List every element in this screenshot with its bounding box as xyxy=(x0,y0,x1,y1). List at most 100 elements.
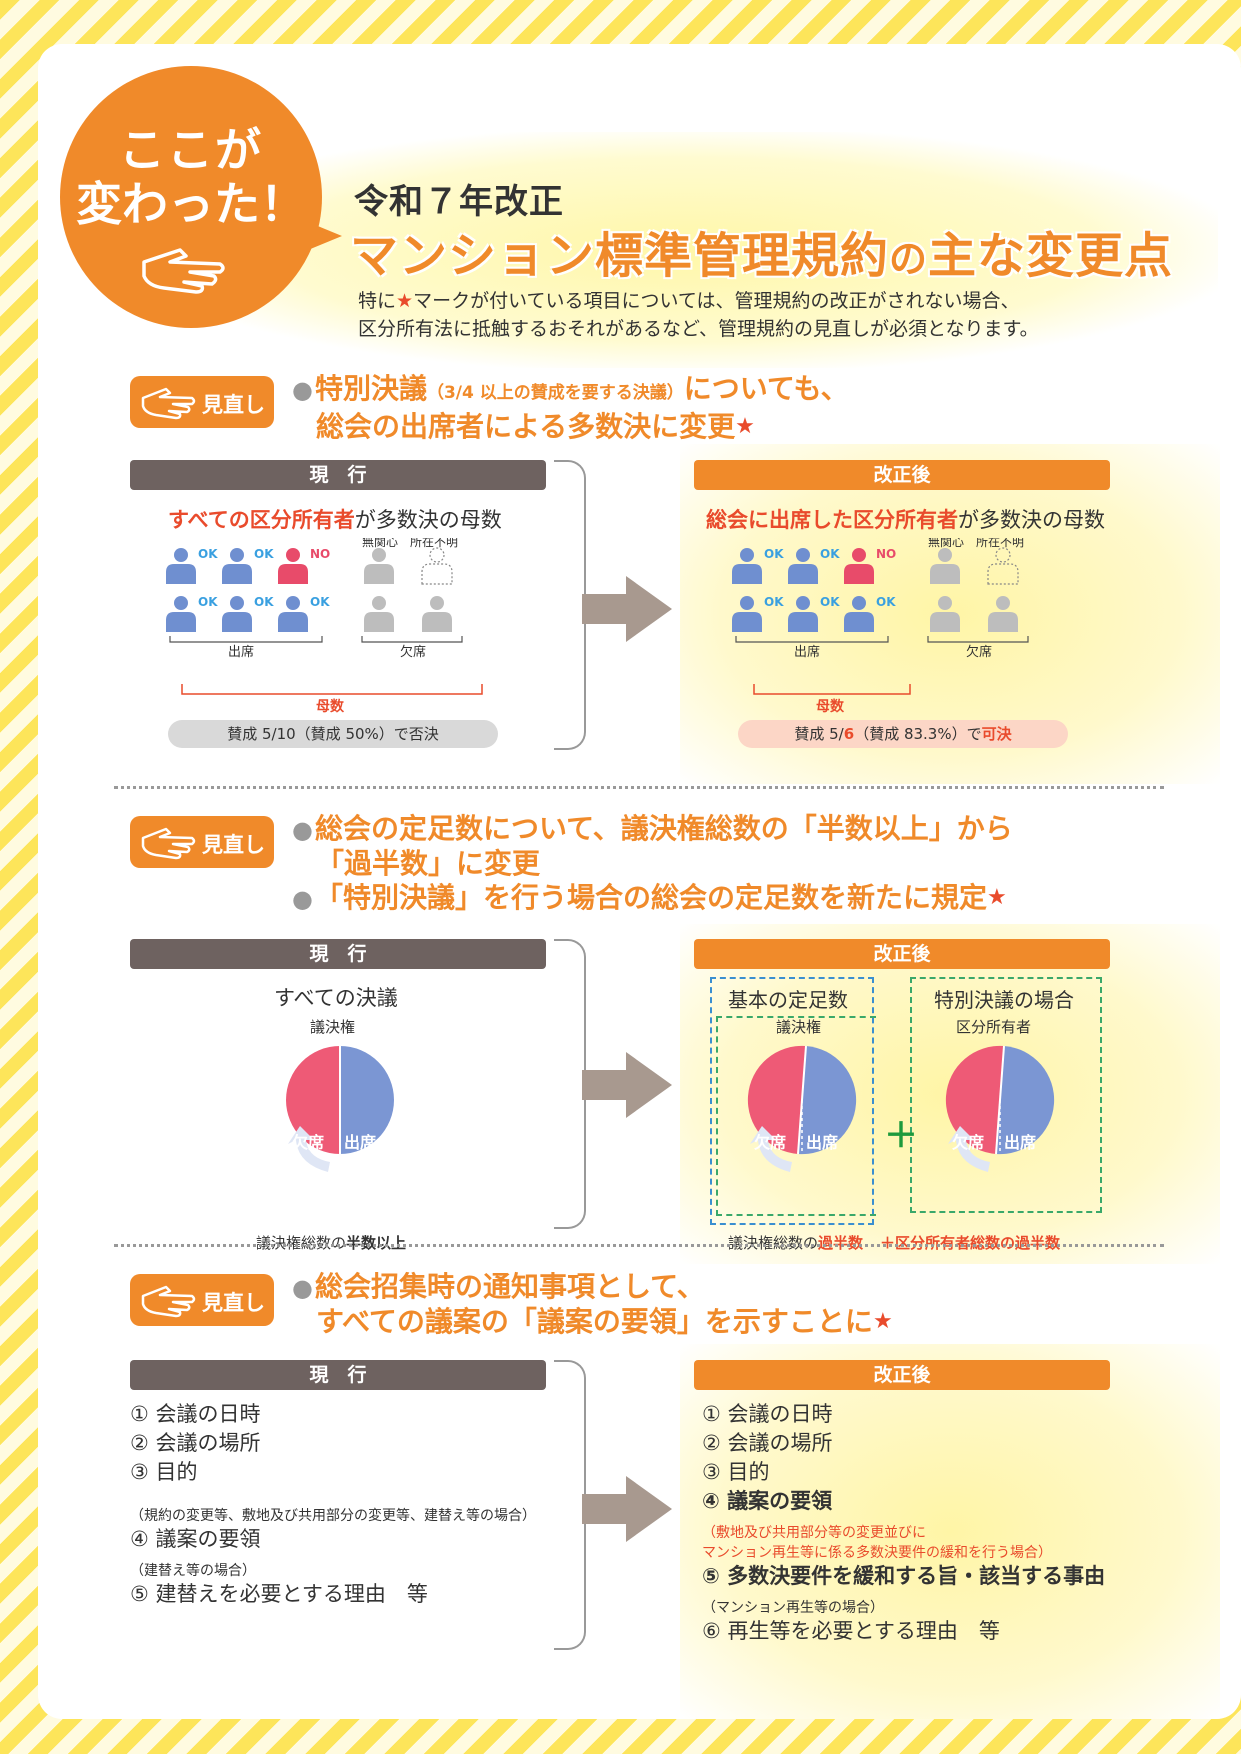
star-icon: ★ xyxy=(735,414,755,439)
present-bracket xyxy=(169,636,323,643)
headline-line1: 総会の定足数について、議決権総数の「半数以上」から xyxy=(314,812,1013,845)
bullet-icon: ● xyxy=(292,1274,313,1302)
caption-rest: が多数決の母数 xyxy=(354,508,502,532)
base-bracket-current xyxy=(181,684,483,695)
pie-label-basic: 議決権 xyxy=(776,1018,822,1036)
arrow-right-icon xyxy=(582,1476,672,1542)
present-bracket xyxy=(735,636,889,643)
pie-present-label: 出席 xyxy=(344,1133,377,1152)
indifferent-label: 無関心 xyxy=(928,538,964,549)
absent-person-icon xyxy=(930,596,960,632)
vote-tag: OK xyxy=(198,547,218,561)
special-title: 特別決議の場合 xyxy=(934,988,1074,1012)
current-header-2: 現 行 xyxy=(130,939,546,969)
review-tag-1: 見直し xyxy=(130,376,274,428)
result-b: 6 xyxy=(843,725,855,743)
result-a: 賛成 5/ xyxy=(794,725,844,743)
caption-rest: が多数決の母数 xyxy=(958,508,1105,532)
pie-label-current: 議決権 xyxy=(310,1018,356,1036)
current-item1: ① 会議の日時 xyxy=(130,1402,261,1426)
missing-person-icon xyxy=(987,547,1019,585)
missing-person-icon xyxy=(421,547,453,585)
present-label: 出席 xyxy=(228,644,254,658)
revised-item5: ⑤ 多数決要件を緩和する旨・該当する事由 xyxy=(702,1564,1106,1588)
arrow-right-icon xyxy=(582,576,672,642)
pie-present-label: 出席 xyxy=(806,1133,839,1152)
pie-absent-label: 欠席 xyxy=(952,1133,985,1152)
current-header-3: 現 行 xyxy=(130,1360,546,1390)
absent-bracket xyxy=(361,636,463,643)
review-label: 見直し xyxy=(202,1291,265,1315)
review-tag-2: 見直し xyxy=(130,816,274,868)
base-label-current: 母数 xyxy=(316,699,344,715)
note-b: 過半数 xyxy=(818,1234,864,1252)
pie-absent-label: 欠席 xyxy=(754,1133,787,1152)
result-d: 可決 xyxy=(981,725,1012,743)
page-subtitle: 令和７年改正 xyxy=(354,182,564,222)
headline-line2: すべての議案の「議案の要領」を示すことに xyxy=(316,1305,873,1338)
revised-item6: ⑥ 再生等を必要とする理由 等 xyxy=(702,1619,1000,1643)
review-tag-3: 見直し xyxy=(130,1274,274,1326)
vote-tag: OK xyxy=(764,595,784,609)
result-pill-revised: 賛成 5/6（賛成 83.3%）で可決 xyxy=(738,720,1068,748)
current-item4: ④ 議案の要領 xyxy=(130,1527,261,1551)
person-icon xyxy=(166,548,196,584)
note-b: 半数以上 xyxy=(346,1234,407,1252)
section2-headline: ●総会の定足数について、議決権総数の「半数以上」から 「過半数」に変更 ●「特別… xyxy=(292,812,1013,916)
star-icon: ★ xyxy=(396,290,414,312)
page-sheet: ここが 変わった！ 令和７年改正 マンション標準管理規約の主な変更点 特に★マー… xyxy=(38,44,1241,1719)
unknown-label: 所在不明 xyxy=(976,538,1024,549)
person-icon xyxy=(732,596,762,632)
result-pill-current: 賛成 5/10（賛成 50%）で否決 xyxy=(168,720,498,748)
pie-special xyxy=(930,1036,1070,1190)
absent-person-icon xyxy=(364,596,394,632)
revised-item1: ① 会議の日時 xyxy=(702,1402,833,1426)
intro-line1: 特に★マークが付いている項目については、管理規約の改正がされない場合、 xyxy=(358,286,1020,313)
vote-tag: OK xyxy=(764,547,784,561)
header-glow xyxy=(158,132,1218,368)
current-item2: ② 会議の場所 xyxy=(130,1431,261,1455)
person-icon xyxy=(278,548,308,584)
changed-badge: ここが 変わった！ xyxy=(60,66,322,328)
current-note5: （建替え等の場合） xyxy=(130,1563,256,1579)
revised-item4: ④ 議案の要領 xyxy=(702,1489,833,1513)
review-label: 見直し xyxy=(202,833,265,857)
pointing-hand-icon xyxy=(140,242,226,302)
page-title: マンション標準管理規約の主な変更点 xyxy=(350,216,1173,286)
current-note-2: 議決権総数の半数以上 xyxy=(256,1232,406,1253)
vote-tag: OK xyxy=(254,595,274,609)
current-note4: （規約の変更等、敷地及び共用部分の変更等、建替え等の場合） xyxy=(130,1508,536,1524)
revised-header-1: 改正後 xyxy=(694,460,1110,490)
vote-tag: NO xyxy=(310,547,330,561)
caption-red: すべての区分所有者 xyxy=(168,508,355,532)
pie-absent-label: 欠席 xyxy=(292,1133,325,1152)
basic-inner-box xyxy=(716,1016,876,1216)
revised-note5-line1: （敷地及び共用部分等の変更並びに xyxy=(702,1525,926,1541)
title-part-c: 主な変更点 xyxy=(928,228,1174,284)
present-label: 出席 xyxy=(794,644,820,658)
special-quorum-box xyxy=(910,977,1102,1213)
badge-line2: 変わった！ xyxy=(76,177,306,231)
person-icon xyxy=(844,548,874,584)
badge-line1: ここが xyxy=(119,123,263,177)
intro-line2: 区分所有法に抵触するおそれがあるなど、管理規約の見直しが必須となります。 xyxy=(358,318,1039,340)
current-notice-list: ① 会議の日時 ② 会議の場所 ③ 目的 （規約の変更等、敷地及び共用部分の変更… xyxy=(130,1400,536,1609)
person-icon xyxy=(278,596,308,632)
current-item3: ③ 目的 xyxy=(130,1460,198,1484)
revised-header-2: 改正後 xyxy=(694,939,1110,969)
vote-tag: OK xyxy=(254,547,274,561)
absent-person-icon xyxy=(930,548,960,584)
absent-label: 欠席 xyxy=(400,644,426,658)
intro-text-b: マークが付いている項目については、管理規約の改正がされない場合、 xyxy=(413,290,1020,312)
headline-line1: 総会招集時の通知事項として、 xyxy=(314,1270,705,1303)
revised-header-3: 改正後 xyxy=(694,1360,1110,1390)
person-icon xyxy=(788,596,818,632)
current-header-1: 現 行 xyxy=(130,460,546,490)
vote-tag: OK xyxy=(876,595,896,609)
base-bracket-revised xyxy=(753,684,911,695)
basic-title: 基本の定足数 xyxy=(728,988,848,1012)
person-icon xyxy=(732,548,762,584)
person-icon xyxy=(222,548,252,584)
section3-headline: ●総会招集時の通知事項として、 すべての議案の「議案の要領」を示すことに★ xyxy=(292,1270,893,1339)
